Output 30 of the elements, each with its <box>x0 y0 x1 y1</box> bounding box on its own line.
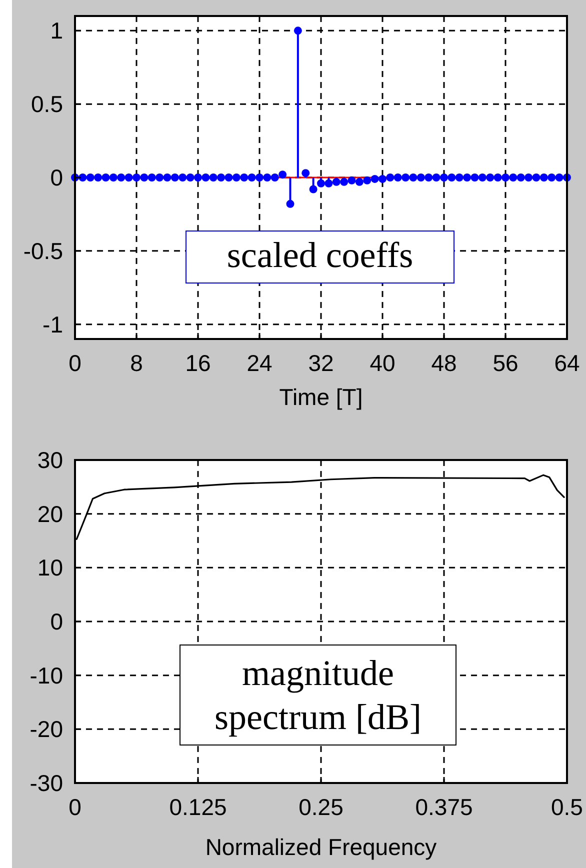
x-tick-label: 8 <box>130 350 143 376</box>
x-tick-label: 64 <box>554 350 580 376</box>
x-tick-label: 0.375 <box>415 794 473 820</box>
x-tick-label: 32 <box>308 350 334 376</box>
x-tick-label: 0.25 <box>298 794 344 820</box>
y-tick-label: 20 <box>37 500 63 527</box>
y-tick-label: 30 <box>37 447 63 473</box>
y-tick-label: 0 <box>50 164 63 190</box>
y-tick-label: -10 <box>30 662 63 688</box>
x-tick-label: 0.5 <box>551 794 583 820</box>
y-tick-label: 1 <box>50 18 63 44</box>
annotation: magnitude spectrum [dB] <box>214 653 422 737</box>
x-tick-label: 56 <box>492 350 518 376</box>
x-tick-label: 0.125 <box>169 794 227 820</box>
x-tick-label: 0 <box>68 794 82 820</box>
x-tick-label: 16 <box>185 350 211 376</box>
x-axis-title: Time [T] <box>279 384 363 410</box>
x-tick-label: 0 <box>68 350 82 376</box>
y-tick-label: -30 <box>30 770 63 796</box>
y-tick-label: 0 <box>50 608 63 634</box>
y-tick-label: -1 <box>42 311 63 338</box>
x-tick-label: 40 <box>370 350 396 376</box>
x-axis-title: Normalized Frequency <box>205 834 438 860</box>
y-tick-label: -20 <box>30 716 63 742</box>
annotation: scaled coeffs <box>226 235 414 275</box>
x-tick-label: 48 <box>431 350 457 376</box>
y-tick-label: -0.5 <box>23 238 63 264</box>
y-tick-label: 10 <box>37 554 63 581</box>
y-tick-label: 0.5 <box>31 91 63 118</box>
x-tick-label: 24 <box>246 350 272 376</box>
